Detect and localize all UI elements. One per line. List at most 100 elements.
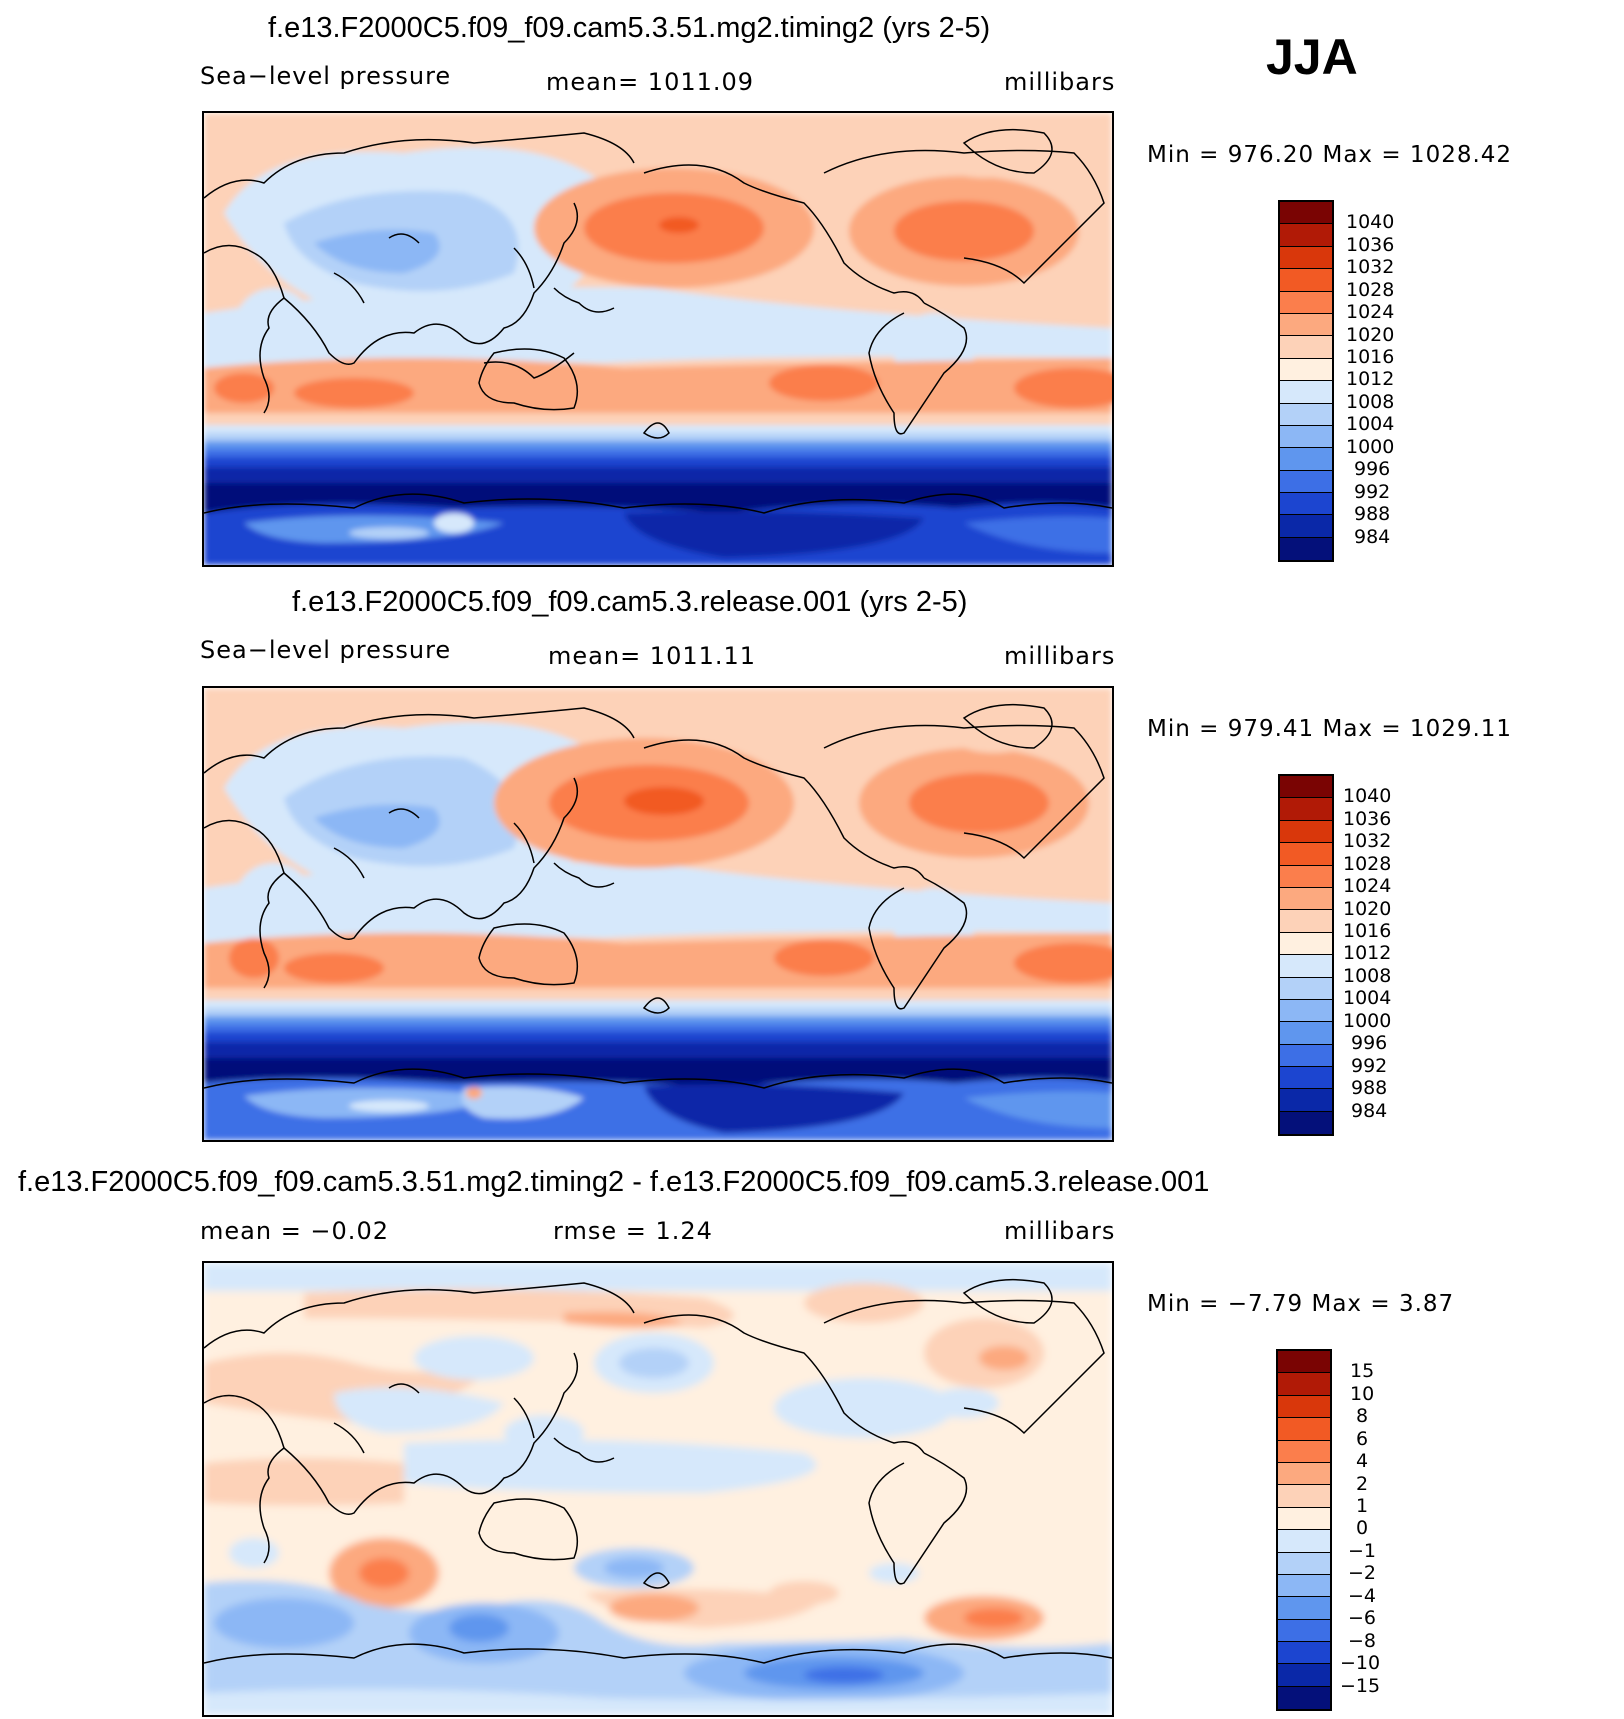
colorbar-tick-label: −1 — [1348, 1540, 1377, 1562]
colorbar-tick-label: −4 — [1348, 1585, 1377, 1607]
colorbar-swatch — [1278, 1686, 1330, 1710]
colorbar-swatch — [1278, 1530, 1330, 1553]
colorbar-swatch — [1280, 798, 1332, 821]
colorbar-swatch — [1280, 776, 1332, 799]
colorbar-tick-label: 1008 — [1343, 965, 1392, 987]
colorbar-tick-label: 1000 — [1346, 436, 1395, 458]
colorbar-tick-label: 988 — [1354, 503, 1391, 525]
colorbar-swatch — [1278, 1373, 1330, 1396]
colorbar-swatch — [1278, 1619, 1330, 1643]
colorbar-swatch — [1280, 269, 1332, 292]
colorbar-tick-label: 984 — [1351, 1100, 1388, 1122]
colorbar-swatch — [1280, 887, 1332, 911]
colorbar-swatch — [1280, 955, 1332, 978]
colorbar-swatch — [1278, 1552, 1330, 1575]
panel-1-units-label: millibars — [1004, 68, 1116, 96]
panel-2-minmax: Min = 979.41 Max = 1029.11 — [1147, 716, 1513, 742]
panel-2-mean-label: mean= 1011.11 — [548, 642, 757, 670]
panel-1-title: f.e13.F2000C5.f09_f09.cam5.3.51.mg2.timi… — [268, 12, 991, 44]
colorbar-swatch — [1278, 1574, 1330, 1598]
colorbar-tick-label: 1000 — [1343, 1010, 1392, 1032]
colorbar-swatch — [1278, 1485, 1330, 1508]
colorbar-swatch — [1280, 470, 1332, 494]
colorbar-swatch — [1278, 1507, 1330, 1531]
panel-3-rmse-label: rmse = 1.24 — [553, 1217, 713, 1245]
panel-3-map — [202, 1261, 1114, 1717]
colorbar-tick-label: 10 — [1350, 1383, 1375, 1405]
colorbar-tick-label: 1004 — [1343, 987, 1392, 1009]
colorbar-swatch — [1280, 313, 1332, 337]
colorbar-swatch — [1280, 515, 1332, 538]
colorbar-swatch — [1280, 448, 1332, 471]
colorbar-swatch — [1280, 1067, 1332, 1090]
colorbar-swatch — [1280, 537, 1332, 561]
colorbar-tick-label: 1008 — [1346, 391, 1395, 413]
colorbar-tick-label: −2 — [1348, 1562, 1377, 1584]
colorbar-tick-label: −6 — [1348, 1607, 1377, 1629]
colorbar-tick-label: 996 — [1354, 458, 1391, 480]
colorbar-swatch — [1278, 1395, 1330, 1419]
colorbar-tick-label: 1032 — [1346, 256, 1395, 278]
colorbar-swatch — [1280, 425, 1332, 449]
colorbar-tick-label: 1024 — [1343, 875, 1392, 897]
panel-1-variable-label: Sea−level pressure — [200, 62, 452, 90]
panel-1-mean-label: mean= 1011.09 — [546, 68, 755, 96]
colorbar-swatch — [1280, 1111, 1332, 1135]
colorbar-tick-label: 1004 — [1346, 413, 1395, 435]
panel-2-variable-label: Sea−level pressure — [200, 636, 452, 664]
colorbar-tick-label: −15 — [1340, 1675, 1381, 1697]
colorbar-tick-label: 1032 — [1343, 830, 1392, 852]
colorbar-swatch — [1280, 999, 1332, 1023]
colorbar-tick-label: 992 — [1351, 1055, 1388, 1077]
colorbar-swatch — [1278, 1642, 1330, 1665]
colorbar-tick-label: 1040 — [1346, 211, 1395, 233]
colorbar-swatch — [1280, 932, 1332, 956]
colorbar-tick-label: 1028 — [1346, 279, 1395, 301]
colorbar-tick-label: 996 — [1351, 1032, 1388, 1054]
colorbar-tick-label: 1036 — [1346, 234, 1395, 256]
colorbar-tick-label: 1036 — [1343, 808, 1392, 830]
colorbar-swatch — [1280, 246, 1332, 270]
colorbar-tick-label: 1016 — [1346, 346, 1395, 368]
panel-3-title: f.e13.F2000C5.f09_f09.cam5.3.51.mg2.timi… — [18, 1166, 1210, 1198]
colorbar-swatch — [1278, 1664, 1330, 1687]
panel-3-colorbar — [1276, 1349, 1332, 1712]
colorbar-swatch — [1280, 336, 1332, 359]
colorbar-tick-label: 4 — [1356, 1450, 1369, 1472]
colorbar-tick-label: 1012 — [1346, 368, 1395, 390]
panel-3-units-label: millibars — [1004, 1217, 1116, 1245]
colorbar-tick-label: 988 — [1351, 1077, 1388, 1099]
colorbar-swatch — [1280, 381, 1332, 404]
panel-1-map — [202, 111, 1114, 567]
colorbar-swatch — [1280, 865, 1332, 888]
panel-3-mean-label: mean = −0.02 — [200, 1217, 389, 1245]
colorbar-swatch — [1280, 820, 1332, 844]
colorbar-swatch — [1280, 403, 1332, 426]
colorbar-swatch — [1278, 1597, 1330, 1620]
colorbar-swatch — [1280, 1022, 1332, 1045]
colorbar-swatch — [1278, 1351, 1330, 1374]
colorbar-swatch — [1280, 1044, 1332, 1068]
colorbar-swatch — [1280, 843, 1332, 866]
colorbar-swatch — [1280, 202, 1332, 225]
panel-1-colorbar — [1278, 200, 1334, 563]
colorbar-tick-label: 1040 — [1343, 785, 1392, 807]
colorbar-tick-label: 15 — [1350, 1360, 1375, 1382]
colorbar-tick-label: 1012 — [1343, 942, 1392, 964]
panel-1-minmax: Min = 976.20 Max = 1028.42 — [1147, 142, 1513, 168]
colorbar-tick-label: 1020 — [1346, 324, 1395, 346]
colorbar-swatch — [1280, 358, 1332, 382]
colorbar-swatch — [1278, 1462, 1330, 1486]
colorbar-swatch — [1280, 224, 1332, 247]
colorbar-swatch — [1280, 910, 1332, 933]
season-label: JJA — [1266, 29, 1358, 85]
colorbar-tick-label: 1020 — [1343, 898, 1392, 920]
colorbar-tick-label: 0 — [1356, 1517, 1369, 1539]
panel-2-title: f.e13.F2000C5.f09_f09.cam5.3.release.001… — [292, 586, 968, 618]
colorbar-tick-label: 992 — [1354, 481, 1391, 503]
colorbar-tick-label: 1024 — [1346, 301, 1395, 323]
panel-2-units-label: millibars — [1004, 642, 1116, 670]
colorbar-swatch — [1280, 977, 1332, 1000]
colorbar-swatch — [1280, 291, 1332, 314]
colorbar-tick-label: 1 — [1356, 1495, 1369, 1517]
